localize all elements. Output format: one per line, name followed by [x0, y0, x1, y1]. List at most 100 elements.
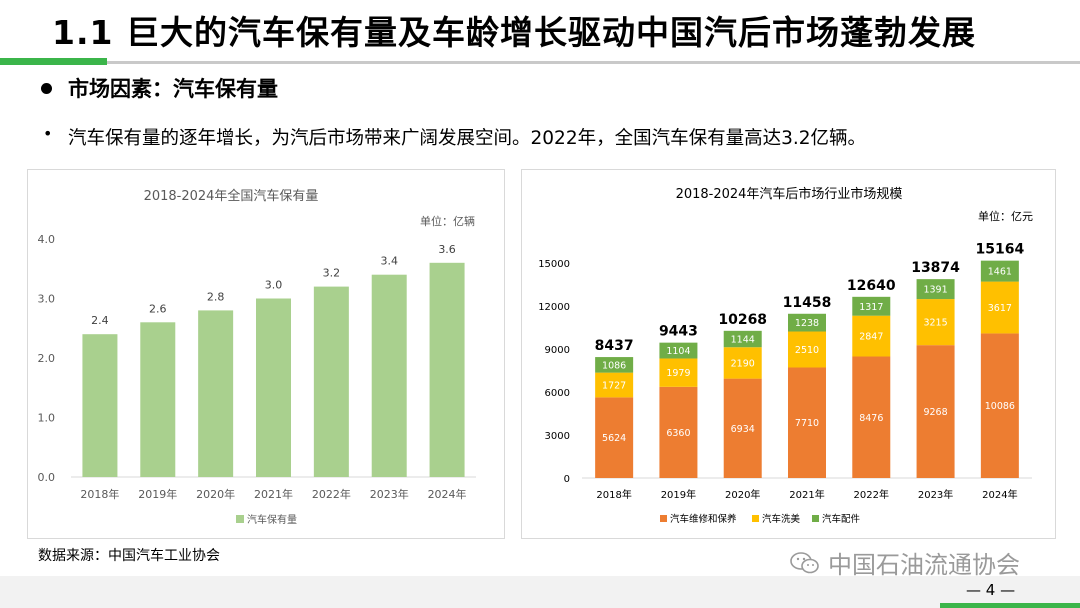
data-label: 3.4	[380, 255, 398, 268]
title-divider	[107, 61, 1080, 64]
x-tick-label: 2022年	[854, 488, 889, 501]
bar-segment	[788, 331, 826, 368]
x-tick-label: 2024年	[982, 488, 1017, 501]
x-tick-label: 2023年	[918, 488, 953, 501]
data-label: 1104	[666, 346, 690, 357]
total-label: 13874	[911, 260, 960, 276]
bar-segment	[980, 333, 1019, 478]
vehicle-ownership-chart-panel: 2018-2024年全国汽车保有量 单位：亿辆 0.0 1.0 2.0 3.0 4.0 2…	[27, 169, 505, 539]
data-label: 6360	[666, 428, 690, 439]
legend-label: 汽车维修和保养	[670, 513, 737, 525]
bar-segment	[723, 347, 762, 379]
page-number: — 4 —	[966, 581, 1016, 599]
y-tick-label: 2.0	[38, 352, 56, 365]
legend-swatch	[752, 515, 759, 522]
legend-swatch	[236, 515, 244, 523]
bar-segment	[916, 299, 955, 346]
bar	[313, 286, 349, 477]
bar-segment	[723, 330, 762, 348]
bar-segment	[595, 397, 634, 478]
legend-swatch	[812, 515, 819, 522]
y-tick-label: 12000	[538, 302, 570, 313]
footer-accent-bar	[940, 603, 1080, 608]
data-label: 1391	[923, 285, 947, 296]
bar-segment	[595, 357, 634, 373]
bar	[371, 274, 407, 477]
data-label: 1086	[602, 360, 626, 371]
y-tick-label: 1.0	[38, 412, 56, 425]
bar-segment	[980, 260, 1019, 282]
data-label: 1727	[602, 381, 626, 392]
data-label: 7710	[795, 418, 819, 429]
y-tick-label: 3.0	[38, 293, 56, 306]
page-title: 1.1 巨大的汽车保有量及车龄增长驱动中国汽后市场蓬勃发展	[52, 13, 976, 52]
total-label: 10268	[718, 312, 767, 328]
x-tick-label: 2021年	[254, 487, 293, 501]
bar-segment	[595, 372, 634, 398]
data-label: 1317	[859, 302, 883, 313]
legend-label: 汽车配件	[822, 513, 861, 525]
legend-swatch	[660, 515, 667, 522]
bar-segment	[788, 367, 826, 478]
chart-title: 2018-2024年全国汽车保有量	[144, 188, 319, 204]
x-tick-label: 2020年	[196, 487, 235, 501]
data-label: 2190	[731, 358, 755, 369]
legend-label: 汽车洗美	[762, 513, 801, 525]
wechat-icon	[790, 551, 819, 573]
data-label: 3215	[923, 318, 947, 329]
chart-title: 2018-2024年汽车后市场行业市场规模	[676, 186, 903, 202]
x-tick-label: 2023年	[370, 487, 409, 501]
x-tick-label: 2018年	[596, 488, 631, 501]
data-label: 3.6	[438, 243, 456, 256]
data-label: 2.8	[207, 290, 225, 303]
bar-segment	[916, 345, 955, 478]
y-tick-label: 6000	[545, 388, 570, 399]
data-label: 2847	[859, 332, 883, 343]
aftermarket-size-chart-panel: 2018-2024年汽车后市场行业市场规模 单位：亿元 0 3000 6000 900…	[521, 169, 1056, 539]
data-label: 2.6	[149, 302, 167, 315]
x-tick-label: 2021年	[789, 488, 824, 501]
vehicle-ownership-chart: 2018-2024年全国汽车保有量 单位：亿辆 0.0 1.0 2.0 3.0 4.0 2…	[38, 188, 476, 526]
y-tick-label: 0	[564, 474, 570, 485]
data-label: 10086	[985, 401, 1015, 412]
data-label: 5624	[602, 433, 626, 444]
bullet-icon: •	[43, 124, 53, 143]
x-tick-label: 2018年	[80, 487, 119, 501]
bullet-text: 汽车保有量的逐年增长，为汽后市场带来广阔发展空间。2022年，全国汽车保有量高达…	[68, 128, 867, 149]
y-tick-label: 3000	[545, 431, 570, 442]
legend-label: 汽车保有量	[247, 513, 297, 526]
x-tick-label: 2019年	[138, 487, 177, 501]
total-label: 9443	[659, 324, 698, 340]
bar-segment	[659, 386, 698, 478]
total-label: 8437	[595, 338, 634, 354]
bar	[198, 310, 234, 477]
bar-segment	[852, 296, 891, 316]
footer-band	[0, 576, 1080, 608]
bar-segment	[723, 378, 762, 478]
watermark: 中国石油流通协会	[790, 545, 1020, 580]
bar-segment	[659, 358, 698, 387]
bar	[429, 262, 465, 477]
bar-segment	[659, 342, 698, 359]
data-label: 3.0	[265, 279, 283, 292]
total-label: 11458	[783, 295, 832, 311]
data-label: 9268	[923, 407, 947, 418]
bar-segment	[788, 313, 826, 332]
data-label: 1461	[988, 267, 1012, 278]
data-label: 2510	[795, 345, 819, 356]
title-accent-bar	[0, 58, 107, 65]
x-tick-label: 2022年	[312, 487, 351, 501]
data-label: 2.4	[91, 314, 109, 327]
data-label: 1979	[666, 368, 690, 379]
data-label: 1238	[795, 318, 819, 329]
bar-segment	[852, 356, 891, 478]
data-label: 8476	[859, 413, 883, 424]
y-tick-label: 0.0	[38, 471, 56, 484]
section-heading: 市场因素：汽车保有量	[68, 77, 278, 101]
chart-unit-label: 单位：亿辆	[420, 214, 475, 228]
total-label: 12640	[847, 278, 896, 294]
x-tick-label: 2024年	[428, 487, 467, 501]
aftermarket-size-chart: 2018-2024年汽车后市场行业市场规模 单位：亿元 0 3000 6000 900…	[538, 186, 1033, 525]
bar-segment	[916, 279, 955, 300]
bar-segment	[852, 315, 891, 357]
